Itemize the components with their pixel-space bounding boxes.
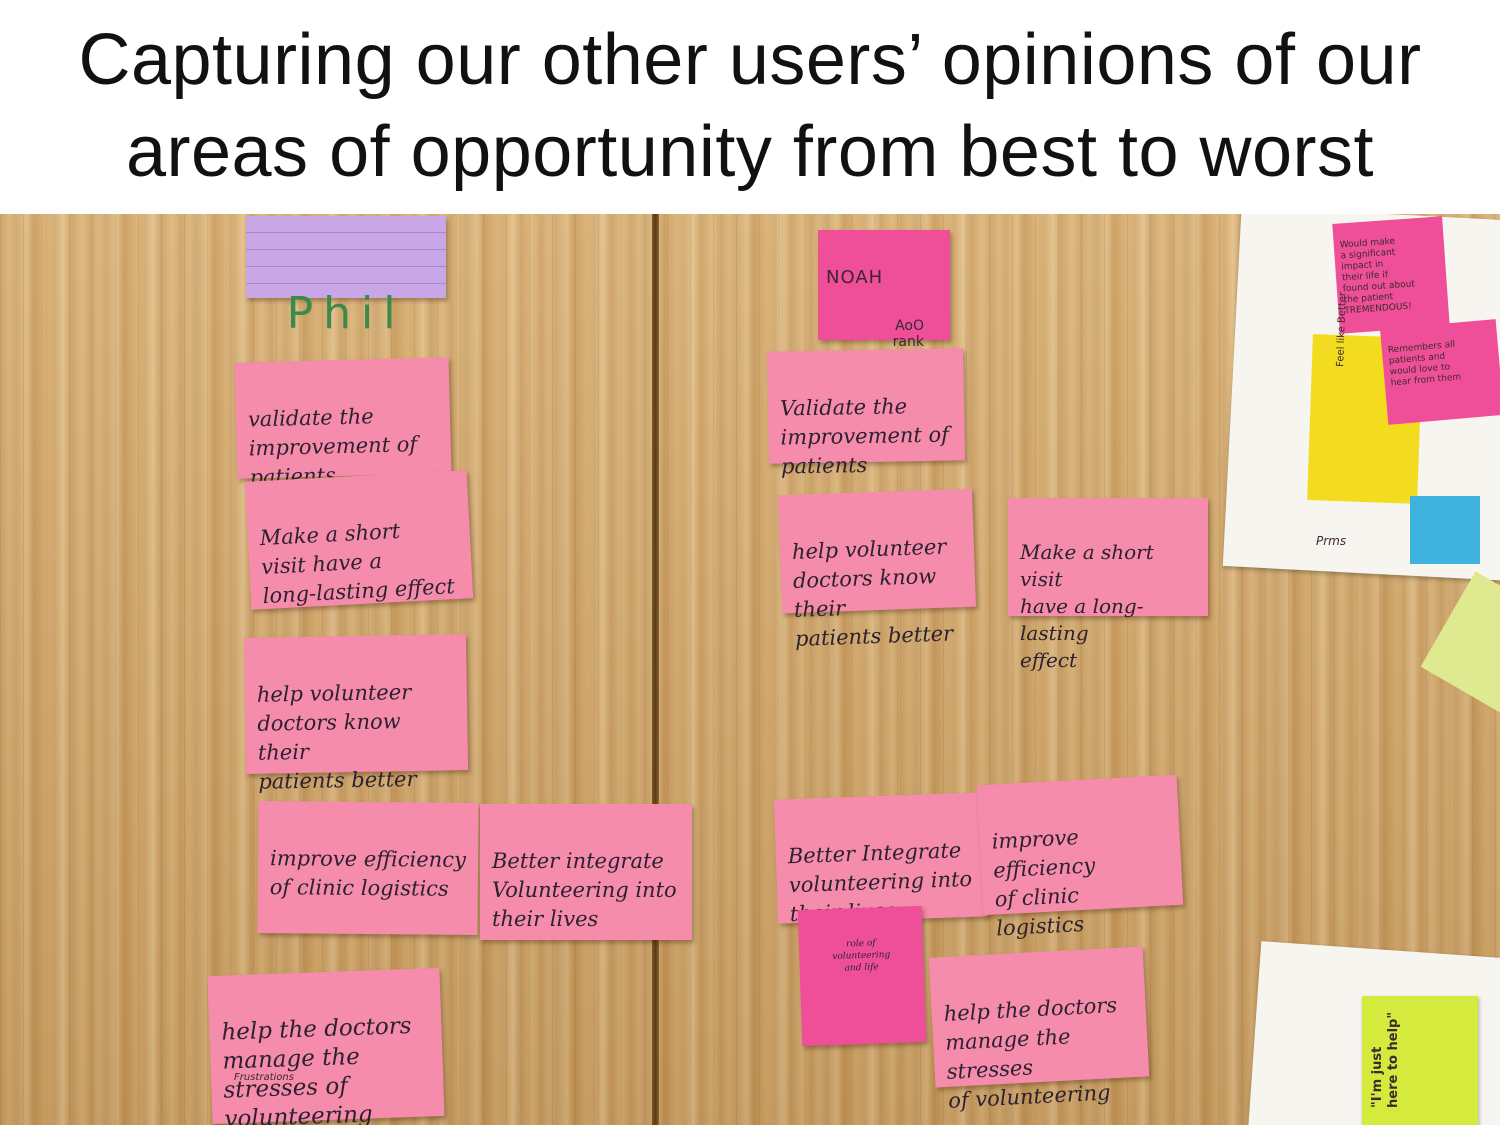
noah-header-name: NOAH [826, 267, 884, 288]
phil-header-text: Phil [286, 288, 406, 339]
phil-header-card: Phil [246, 216, 446, 339]
noah-note-4: Better Integrate volunteering into their… [773, 792, 989, 926]
right-side-label-text: Feel like Better [1335, 291, 1349, 368]
phil-note-6-text: help the doctors manage the stresses of … [221, 1013, 412, 1125]
title-line-2: areas of opportunity from best to worst [125, 112, 1375, 192]
noah-small-note: role of volunteering and life [797, 905, 927, 1047]
noah-note-1: Validate the improvement of patients [767, 348, 965, 478]
slide-title: Capturing our other users’ opinions of o… [0, 14, 1500, 198]
right-paper-label-text: Prms [1316, 534, 1347, 548]
lime-sticky-text: "I'm just here to help" [1370, 1011, 1401, 1108]
noah-note-5-text: improve efficiency of clinic logistics [991, 825, 1096, 941]
phil-note-2: Make a short visit have a long-lasting e… [244, 470, 474, 610]
noah-small-note-text: role of volunteering and life [832, 938, 891, 974]
phil-note-1: validate the improvement of patients [234, 357, 452, 489]
green-paper-corner [1420, 571, 1500, 727]
blue-sticky-edge [1410, 496, 1480, 564]
table-seam [652, 214, 659, 1125]
noah-note-1-text: Validate the improvement of patients [779, 394, 950, 479]
noah-header-card: NOAH AoO rank Codesign 3/5/2014 [818, 230, 950, 396]
right-paper-label: Prms [1316, 534, 1376, 552]
noah-note-6: help the doctors manage the stresses of … [928, 946, 1150, 1113]
phil-note-3: help volunteer doctors know their patien… [243, 634, 469, 794]
noah-note-5: improve efficiency of clinic logistics [976, 774, 1184, 940]
noah-note-6-text: help the doctors manage the stresses of … [943, 992, 1118, 1113]
frustrations-annotation: Frustrations [234, 1072, 354, 1088]
slide-title-area: Capturing our other users’ opinions of o… [0, 0, 1500, 214]
phil-note-6: help the doctors manage the stresses of … [207, 967, 445, 1125]
phil-note-4: improve efficiency of clinic logistics [257, 801, 479, 935]
lime-sticky-note: "I'm just here to help" [1362, 996, 1478, 1125]
right-hot-note-b-text: Remembers all patients and would love to… [1387, 339, 1462, 389]
noah-note-3: Make a short visit have a long-lasting e… [1008, 498, 1208, 672]
phil-note-5: Better integrate Volunteering into their… [480, 804, 692, 940]
noah-note-2: help volunteer doctors know their patien… [778, 488, 976, 651]
photo-of-sticky-notes-on-table: Phil validate the improvement of patient… [0, 214, 1500, 1125]
right-hot-note-b: Remembers all patients and would love to… [1380, 319, 1500, 425]
frustrations-annotation-text: Frustrations [234, 1072, 294, 1083]
noah-note-3-text: Make a short visit have a long-lasting e… [1020, 540, 1154, 672]
phil-note-3-text: help volunteer doctors know their patien… [256, 680, 417, 794]
title-line-1: Capturing our other users’ opinions of o… [78, 20, 1422, 100]
phil-note-4-text: improve efficiency of clinic logistics [269, 846, 466, 901]
phil-note-5-text: Better integrate Volunteering into their… [492, 849, 677, 931]
phil-note-2-text: Make a short visit have a long-lasting e… [259, 518, 456, 609]
noah-header-sub: AoO rank [892, 318, 924, 350]
noah-note-2-text: help volunteer doctors know their patien… [791, 534, 954, 651]
